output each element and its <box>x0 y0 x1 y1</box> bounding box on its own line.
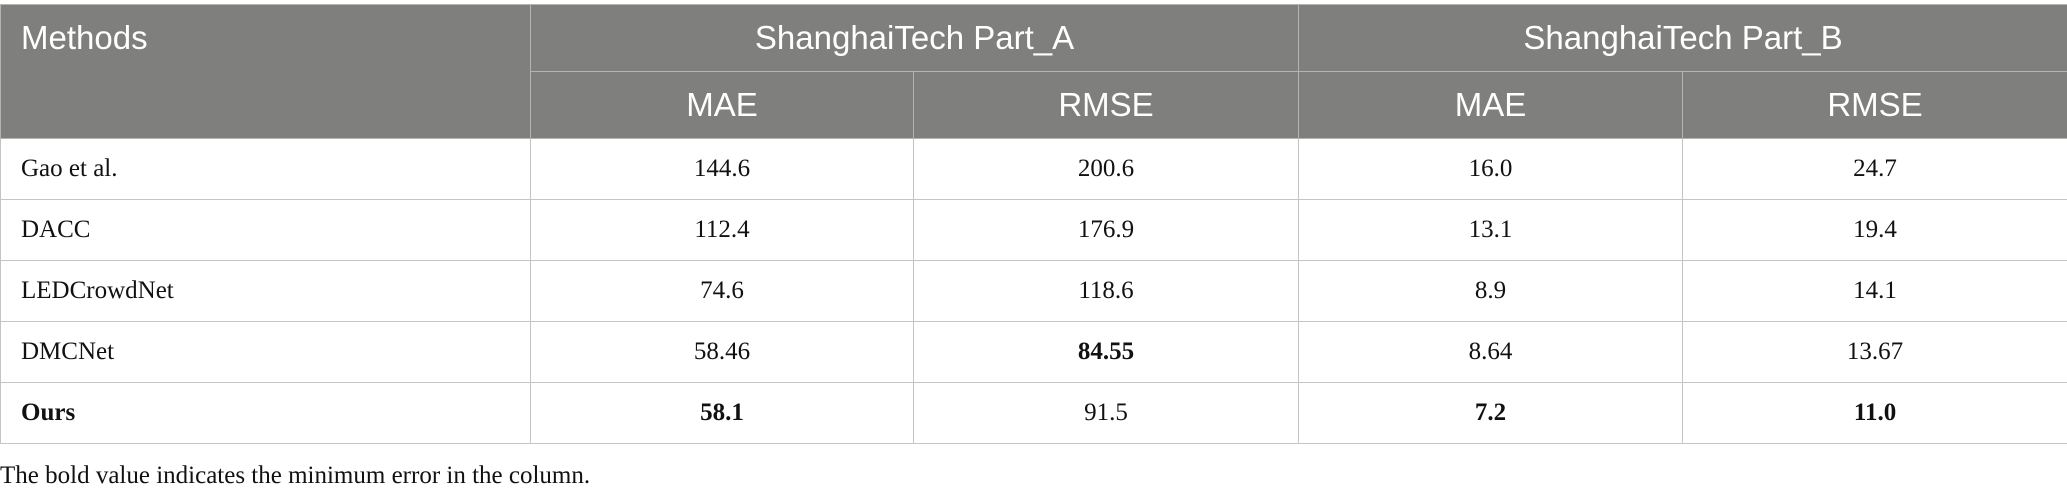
cell: 176.9 <box>912 199 1300 261</box>
cell: 24.7 <box>1682 138 2067 200</box>
cell: 74.6 <box>530 260 914 322</box>
cell: 8.64 <box>1298 321 1684 383</box>
cell: 200.6 <box>912 138 1300 200</box>
header-cell: ShanghaiTech Part_A <box>529 4 1300 72</box>
row: Gao et al. 144.6 200.6 16.0 24.7 <box>0 138 2067 200</box>
cell: 16.0 <box>1298 138 1684 200</box>
row: DMCNet 58.46 84.55 8.64 13.67 <box>0 321 2067 383</box>
cell: DMCNet <box>0 321 531 383</box>
header-cell: RMSE <box>912 71 1300 139</box>
cell: 7.2 <box>1298 382 1684 444</box>
cell: LEDCrowdNet <box>0 260 531 322</box>
cell: DACC <box>0 199 531 261</box>
header-row: Methods ShanghaiTech Part_A ShanghaiTech… <box>0 4 2067 139</box>
cell: 58.46 <box>530 321 914 383</box>
cell: 84.55 <box>912 321 1300 383</box>
cell: 112.4 <box>530 199 914 261</box>
cell: Gao et al. <box>0 138 531 200</box>
header-cell: Methods <box>0 4 531 139</box>
header-cell: MAE <box>530 71 914 139</box>
cell: 8.9 <box>1298 260 1684 322</box>
cell: 58.1 <box>530 382 914 444</box>
row: Ours 58.1 91.5 7.2 11.0 <box>0 382 2067 444</box>
header-row: MAE RMSE MAE RMSE <box>1 71 2067 139</box>
results-table: Methods ShanghaiTech Part_A ShanghaiTech… <box>0 4 2067 444</box>
cell: 118.6 <box>912 260 1300 322</box>
row: LEDCrowdNet 74.6 118.6 8.9 14.1 <box>0 260 2067 322</box>
header-cell: MAE <box>1298 71 1684 139</box>
cell: 13.1 <box>1298 199 1684 261</box>
cell: 11.0 <box>1682 382 2067 444</box>
cell: Ours <box>0 382 531 444</box>
cell: 144.6 <box>530 138 914 200</box>
header-cell: ShanghaiTech Part_B <box>1298 4 2067 72</box>
footnote: The bold value indicates the minimum err… <box>0 462 591 489</box>
cell: 13.67 <box>1682 321 2067 383</box>
row: DACC 112.4 176.9 13.1 19.4 <box>0 199 2067 261</box>
cell: 91.5 <box>912 382 1300 444</box>
cell: 14.1 <box>1682 260 2067 322</box>
cell: 19.4 <box>1682 199 2067 261</box>
header-cell: RMSE <box>1682 71 2067 139</box>
